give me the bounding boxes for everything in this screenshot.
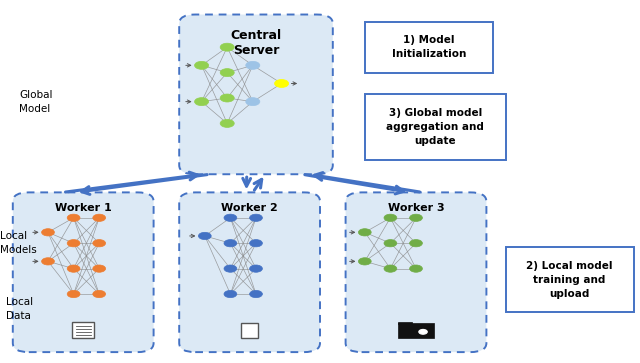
Circle shape <box>67 214 80 221</box>
FancyBboxPatch shape <box>398 323 434 338</box>
Circle shape <box>220 94 234 102</box>
Text: Local
Data: Local Data <box>6 297 33 321</box>
Circle shape <box>358 258 371 265</box>
Circle shape <box>410 240 422 247</box>
Circle shape <box>384 214 397 221</box>
Circle shape <box>93 240 106 247</box>
Circle shape <box>67 240 80 247</box>
Text: Worker 2: Worker 2 <box>221 203 278 213</box>
Text: 3) Global model
aggregation and
update: 3) Global model aggregation and update <box>387 108 484 146</box>
Text: 2) Local model
training and
upload: 2) Local model training and upload <box>526 261 613 298</box>
Text: Worker 3: Worker 3 <box>388 203 444 213</box>
Text: Central
Server: Central Server <box>230 29 282 57</box>
FancyBboxPatch shape <box>179 15 333 174</box>
FancyBboxPatch shape <box>398 322 413 324</box>
Circle shape <box>67 265 80 272</box>
FancyBboxPatch shape <box>241 323 259 338</box>
Circle shape <box>42 229 54 236</box>
Text: Local
Models: Local Models <box>0 231 36 255</box>
Circle shape <box>275 79 289 87</box>
Text: Worker 1: Worker 1 <box>55 203 111 213</box>
Circle shape <box>195 98 209 106</box>
Circle shape <box>384 240 397 247</box>
Circle shape <box>250 265 262 272</box>
Circle shape <box>93 265 106 272</box>
FancyBboxPatch shape <box>179 192 320 352</box>
Circle shape <box>67 290 80 298</box>
FancyBboxPatch shape <box>365 94 506 160</box>
Circle shape <box>250 290 262 298</box>
Text: 1) Model
Initialization: 1) Model Initialization <box>392 35 466 59</box>
Circle shape <box>410 214 422 221</box>
Text: Global
Model: Global Model <box>19 90 52 114</box>
FancyBboxPatch shape <box>72 322 94 338</box>
FancyBboxPatch shape <box>13 192 154 352</box>
Circle shape <box>250 240 262 247</box>
Circle shape <box>224 240 237 247</box>
Circle shape <box>384 265 397 272</box>
Circle shape <box>42 258 54 265</box>
Circle shape <box>195 61 209 69</box>
Circle shape <box>410 265 422 272</box>
FancyBboxPatch shape <box>506 247 634 312</box>
Circle shape <box>224 290 237 298</box>
Circle shape <box>419 330 428 334</box>
Circle shape <box>250 214 262 221</box>
Circle shape <box>220 43 234 51</box>
FancyBboxPatch shape <box>346 192 486 352</box>
Circle shape <box>246 61 260 69</box>
Circle shape <box>198 232 211 240</box>
Circle shape <box>93 290 106 298</box>
Circle shape <box>358 229 371 236</box>
Circle shape <box>224 214 237 221</box>
Circle shape <box>93 214 106 221</box>
Circle shape <box>246 98 260 106</box>
Circle shape <box>224 265 237 272</box>
Circle shape <box>220 69 234 77</box>
FancyBboxPatch shape <box>365 22 493 73</box>
Circle shape <box>220 119 234 127</box>
